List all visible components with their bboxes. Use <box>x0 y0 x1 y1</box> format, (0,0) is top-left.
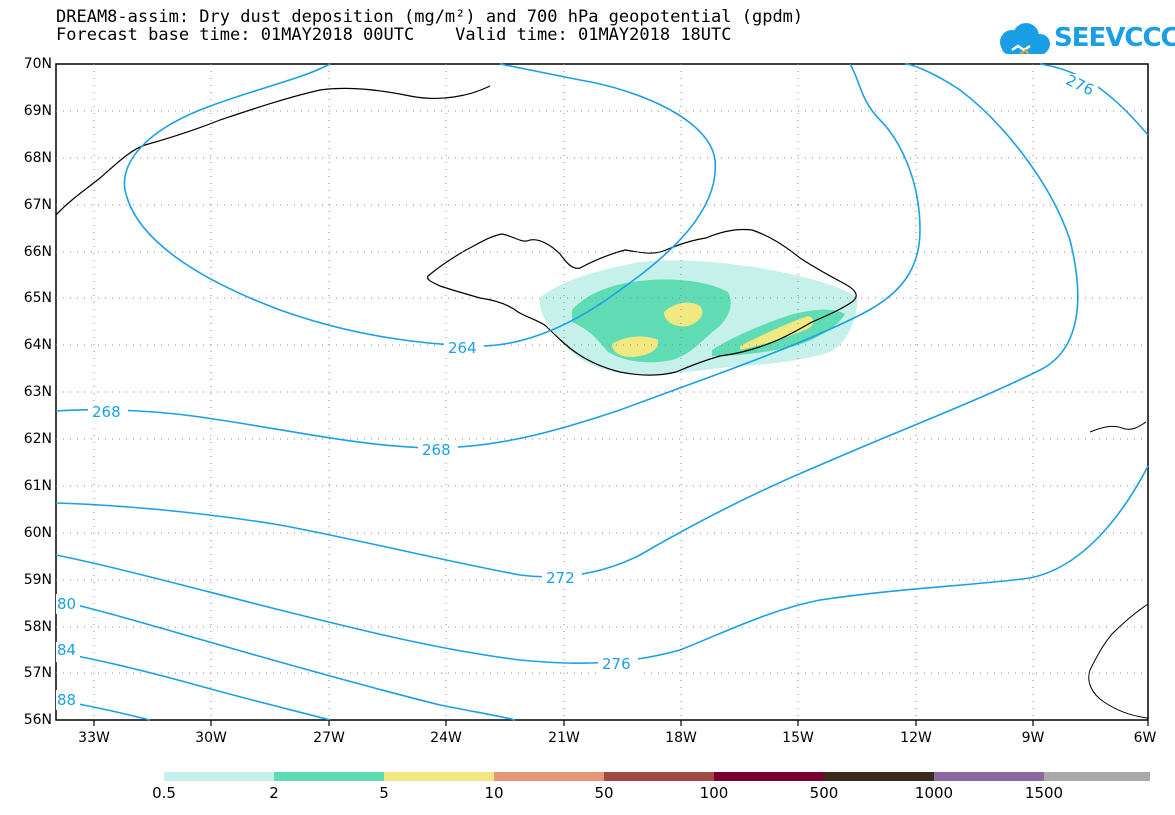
lon-label-21w: 21W <box>548 730 580 746</box>
lat-label-61n: 61N <box>23 478 52 494</box>
contour-label-264: 264 <box>448 339 477 357</box>
dust-high-area-se <box>740 316 814 350</box>
lat-label-69n: 69N <box>23 103 52 119</box>
map-subtitle: Forecast base time: 01MAY2018 00UTC Vali… <box>56 25 732 45</box>
iceland-coastline <box>427 228 857 376</box>
lon-label-33w: 33W <box>78 730 110 746</box>
axis-ticks <box>93 720 1149 726</box>
lon-label-12w: 12W <box>900 730 932 746</box>
lon-label-24w: 24W <box>430 730 462 746</box>
lat-label-57n: 57N <box>23 665 52 681</box>
legend-swatch-2 <box>274 772 384 781</box>
legend-label-2: 2 <box>269 784 279 802</box>
map-title: DREAM8-assim: Dry dust deposition (mg/m²… <box>56 7 804 27</box>
contour-268 <box>55 63 921 449</box>
legend-swatch-5 <box>604 772 714 781</box>
legend-label-1000: 1000 <box>914 784 954 802</box>
legend-swatch-1 <box>164 772 274 781</box>
contour-label-288: 88 <box>57 691 76 709</box>
legend-label-5: 5 <box>379 784 389 802</box>
legend-swatch-9 <box>1044 772 1150 781</box>
contour-276 <box>55 465 1149 664</box>
dust-high-area <box>664 302 703 327</box>
contour-label-272: 272 <box>546 569 575 587</box>
contour-284 <box>55 651 331 721</box>
seevccc-logo <box>1000 23 1050 55</box>
legend-label-50: 50 <box>594 784 614 802</box>
dust-deposition-field <box>539 260 858 375</box>
lon-label-27w: 27W <box>313 730 345 746</box>
lat-label-66n: 66N <box>23 244 52 260</box>
legend-swatch-3 <box>384 772 494 781</box>
lat-label-62n: 62N <box>23 431 52 447</box>
legend-label-0-5: 0.5 <box>152 784 176 802</box>
lat-label-59n: 59N <box>23 572 52 588</box>
scotland-coast-fragment <box>1088 603 1149 719</box>
greenland-coastline <box>55 85 491 216</box>
lon-label-30w: 30W <box>195 730 227 746</box>
legend-label-500: 500 <box>809 784 839 802</box>
cloud-icon <box>1000 23 1050 55</box>
legend-label-100: 100 <box>699 784 729 802</box>
lat-label-56n: 56N <box>23 712 52 728</box>
dust-medium-area <box>572 279 731 363</box>
contour-label-268: 268 <box>422 441 451 459</box>
contour-280 <box>55 599 516 721</box>
lat-label-63n: 63N <box>23 384 52 400</box>
lat-label-58n: 58N <box>23 619 52 635</box>
lon-label-15w: 15W <box>782 730 814 746</box>
legend-swatch-7 <box>824 772 934 781</box>
legend-label-1500: 1500 <box>1024 784 1064 802</box>
legend-label-10: 10 <box>484 784 504 802</box>
graticule <box>56 64 1148 720</box>
lat-label-64n: 64N <box>23 337 52 353</box>
contour-labels: 276 264 268 268 272 276 80 84 88 <box>56 71 1098 710</box>
logo-text: SEEVCCC <box>1054 23 1175 53</box>
lon-label-18w: 18W <box>665 730 697 746</box>
lat-label-68n: 68N <box>23 150 52 166</box>
legend-colorbar <box>164 772 1150 781</box>
norway-coast-fragment <box>1089 421 1147 433</box>
legend-swatch-4 <box>494 772 604 781</box>
contour-272 <box>55 63 1079 578</box>
lon-label-9w: 9W <box>1021 730 1045 746</box>
contour-label-268-west: 268 <box>92 403 121 421</box>
lat-label-67n: 67N <box>23 197 52 213</box>
lon-label-6w: 6W <box>1133 730 1157 746</box>
dust-high-area-2 <box>612 336 659 357</box>
lat-label-60n: 60N <box>23 525 52 541</box>
legend-swatch-6 <box>714 772 824 781</box>
legend-swatch-8 <box>934 772 1044 781</box>
contour-label-276: 276 <box>602 655 631 673</box>
lat-label-70n: 70N <box>23 56 52 72</box>
lat-label-65n: 65N <box>23 290 52 306</box>
contour-label-284: 84 <box>57 641 76 659</box>
contour-label-280: 80 <box>57 595 76 613</box>
